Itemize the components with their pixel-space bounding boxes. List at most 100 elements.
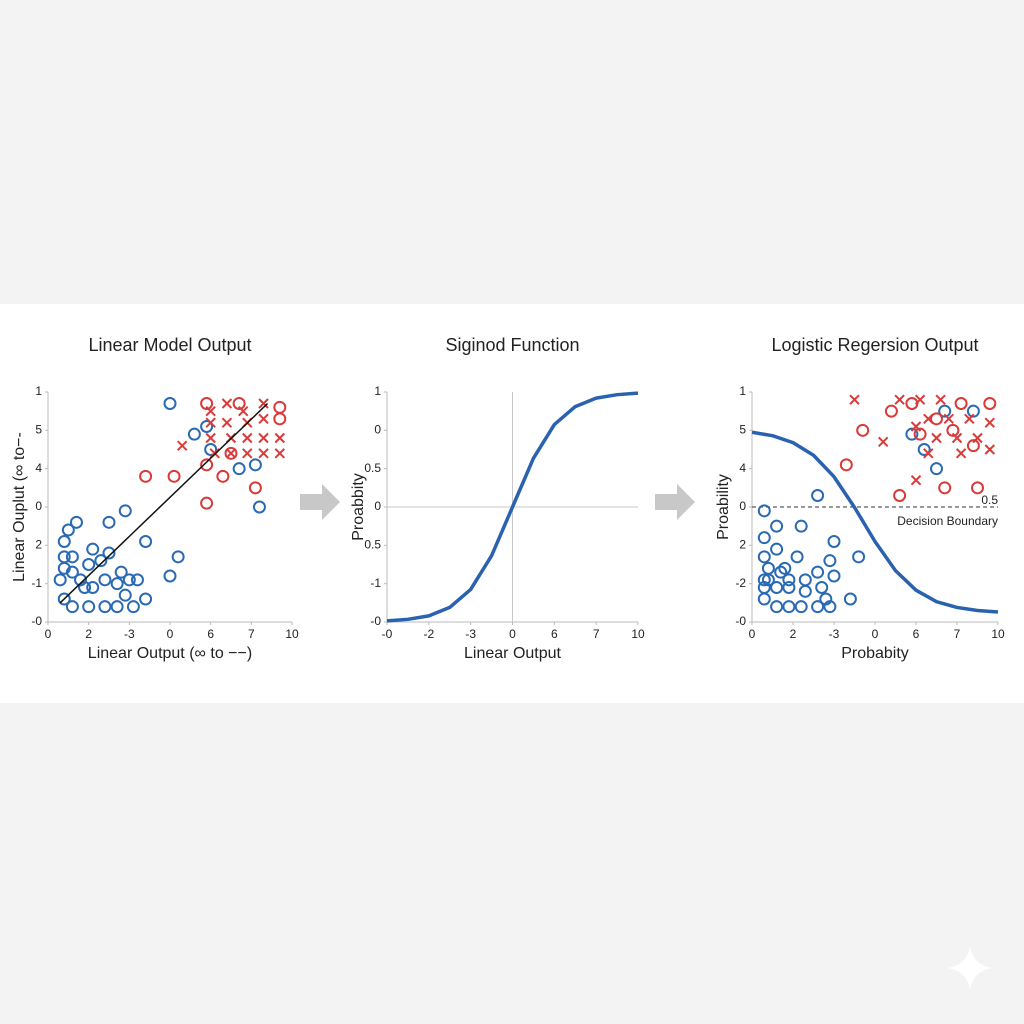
y-tick-label: 0 [35, 499, 42, 513]
point [65, 550, 79, 564]
point [94, 554, 108, 568]
point [86, 581, 100, 594]
x-tick-label: 7 [248, 627, 255, 641]
point [53, 573, 67, 587]
point [770, 542, 784, 556]
cross-point [274, 432, 286, 444]
point [86, 542, 100, 556]
point [98, 573, 112, 587]
x-tick-label: 10 [991, 627, 1005, 641]
point [78, 581, 92, 594]
x-tick-label: 6 [551, 627, 558, 641]
point [248, 458, 262, 472]
x-axis-label: Linear Output [464, 645, 562, 662]
point [913, 427, 927, 441]
cross-point [931, 432, 942, 444]
chart-title: Logistic Regersion Output [771, 335, 978, 355]
cross-point [849, 394, 860, 405]
cross-point [984, 417, 996, 428]
y-tick-label: 1 [374, 384, 381, 398]
sparkle-icon [948, 946, 992, 990]
point [118, 504, 132, 518]
point [971, 481, 984, 495]
point [930, 462, 943, 476]
x-tick-label: 7 [954, 627, 961, 641]
x-tick-label: 6 [913, 627, 920, 641]
arrow [655, 484, 695, 520]
point [69, 515, 83, 529]
x-tick-label: 6 [207, 627, 214, 641]
point [893, 489, 907, 502]
point [839, 458, 853, 472]
cross-point [274, 448, 286, 459]
point [843, 592, 857, 606]
cross-point [176, 440, 188, 451]
point [57, 592, 71, 606]
y-tick-label: 5 [35, 423, 42, 437]
point [232, 397, 246, 410]
point [102, 515, 116, 529]
point [200, 420, 214, 433]
cross-point [910, 474, 922, 486]
point [930, 412, 943, 426]
point [139, 592, 153, 606]
point [983, 397, 997, 410]
point [811, 489, 825, 502]
point [114, 565, 128, 579]
curve [59, 402, 269, 604]
point [82, 600, 96, 614]
y-tick-label: 4 [739, 461, 746, 475]
y-tick-label: 0.5 [364, 538, 381, 552]
y-tick-label: 1 [35, 384, 42, 398]
point [782, 573, 796, 587]
x-tick-label: 0 [45, 627, 52, 641]
point [811, 600, 825, 614]
point [782, 600, 796, 614]
y-tick-label: 2 [739, 538, 746, 552]
point [770, 581, 784, 594]
y-tick-label: -0 [370, 614, 381, 628]
point [790, 550, 804, 564]
point [200, 496, 214, 510]
y-tick-label: 0 [739, 499, 746, 513]
point [248, 481, 262, 495]
point [770, 519, 784, 533]
cross-point [221, 417, 233, 428]
point [126, 600, 140, 614]
point [856, 423, 870, 437]
cross-point [955, 448, 967, 459]
cross-point [923, 448, 934, 459]
point [938, 481, 952, 495]
point [65, 565, 79, 579]
point [187, 427, 201, 441]
cross-point [951, 432, 963, 444]
point [130, 573, 144, 587]
x-tick-label: 0 [167, 627, 174, 641]
point [757, 573, 771, 587]
point [224, 446, 238, 460]
point [946, 423, 960, 437]
y-tick-label: -1 [370, 576, 381, 590]
x-tick-label: 2 [85, 627, 92, 641]
cross-point [258, 448, 269, 459]
point [167, 469, 181, 483]
y-tick-label: 5 [739, 423, 746, 437]
point [163, 569, 177, 583]
cross-point [935, 394, 946, 405]
point [884, 404, 898, 418]
point [757, 550, 771, 564]
point [110, 600, 124, 614]
y-tick-label: 0.5 [364, 461, 381, 475]
point [966, 439, 980, 453]
point [757, 531, 771, 545]
x-tick-label: -3 [465, 627, 476, 641]
annotation: Decision Boundary [897, 514, 998, 528]
point [827, 569, 841, 583]
point [216, 469, 230, 483]
y-tick-label: 2 [35, 538, 42, 552]
y-axis-label: Proabbity [350, 473, 367, 541]
x-tick-label: 10 [285, 627, 299, 641]
x-tick-label: -3 [829, 627, 840, 641]
point [171, 550, 185, 564]
chart-title: Linear Model Output [88, 335, 251, 355]
